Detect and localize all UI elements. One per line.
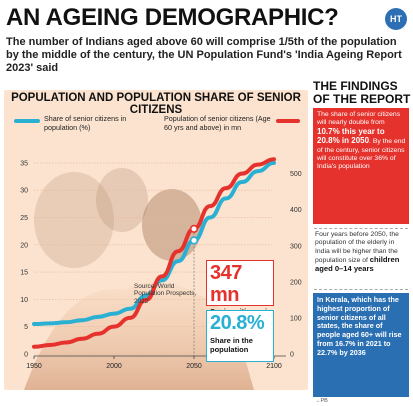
kerala-box: In Kerala, which has the highest proport… xyxy=(313,293,409,397)
finding-2-text: Four years before 2050, the population o… xyxy=(315,231,399,264)
markers xyxy=(189,224,199,356)
finding-2-highlight: children aged 0–14 years xyxy=(315,254,400,274)
finding-1-text-a: The share of senior citizens will nearly… xyxy=(317,111,401,127)
series-lines xyxy=(32,157,276,349)
y-tick-right: 0 xyxy=(290,352,294,359)
callout-population: 347 mn Senior citizens in India by 2050 xyxy=(206,260,274,325)
chart-title: POPULATION AND POPULATION SHARE OF SENIO… xyxy=(11,92,301,116)
ht-logo: HT xyxy=(385,8,407,30)
y-tick-right: 400 xyxy=(290,207,302,214)
y-tick-right: 500 xyxy=(290,171,302,178)
chart-source: Source: World Population Prospects, 2022 xyxy=(134,283,197,305)
divider xyxy=(314,289,408,290)
legend-label-population: Population of senior citizens (Age 60 yr… xyxy=(164,114,271,132)
callout-population-value: 347 mn xyxy=(210,262,242,306)
findings-title: THE FINDINGS OF THE REPORT xyxy=(313,79,411,106)
y-tick-left: 10 xyxy=(20,297,28,304)
legend-label-share: Share of senior citizens in population (… xyxy=(44,114,127,132)
x-tick-label: 1950 xyxy=(26,363,42,370)
y-axis-left: 0 5 10 15 20 25 30 35 xyxy=(20,160,28,358)
finding-2: Four years before 2050, the population o… xyxy=(315,231,410,274)
y-tick-left: 5 xyxy=(24,324,28,331)
marker-population-2050 xyxy=(189,224,199,233)
finding-1-text-c: . By the end of the century, senior citi… xyxy=(317,138,406,171)
series-line-population xyxy=(32,157,276,349)
legend-swatch-share xyxy=(14,119,40,123)
grid xyxy=(34,162,274,355)
chart-panel: POPULATION AND POPULATION SHARE OF SENIO… xyxy=(4,90,308,390)
callout-share-text: Share in the population xyxy=(210,336,253,354)
y-tick-left: 25 xyxy=(20,215,28,222)
findings-box: The share of senior citizens will nearly… xyxy=(313,108,409,224)
y-tick-left: 0 xyxy=(24,352,28,359)
y-tick-left: 30 xyxy=(20,188,28,195)
legend-swatch-population xyxy=(276,119,300,123)
headline: AN AGEING DEMOGRAPHIC? xyxy=(6,4,339,31)
subhead: The number of Indians aged above 60 will… xyxy=(6,36,402,74)
x-tick-label: 2050 xyxy=(186,363,202,370)
callout-share: 20.8% Share in the population xyxy=(206,310,274,362)
y-tick-left: 35 xyxy=(20,160,28,167)
x-tick-label: 2100 xyxy=(266,363,282,370)
x-tick-label: 2000 xyxy=(106,363,122,370)
marker-share-2050 xyxy=(189,236,199,245)
divider xyxy=(314,228,408,229)
credit: →PB xyxy=(315,398,328,404)
finding-1-highlight: 10.7% this year to 20.8% in 2050 xyxy=(317,126,385,146)
y-tick-left: 15 xyxy=(20,270,28,277)
callout-share-value: 20.8% xyxy=(210,312,265,334)
y-tick-left: 20 xyxy=(20,242,28,249)
y-axis-right: 0 100 200 300 400 500 xyxy=(290,171,302,358)
y-tick-right: 100 xyxy=(290,315,302,322)
y-tick-right: 300 xyxy=(290,243,302,250)
y-tick-right: 200 xyxy=(290,279,302,286)
